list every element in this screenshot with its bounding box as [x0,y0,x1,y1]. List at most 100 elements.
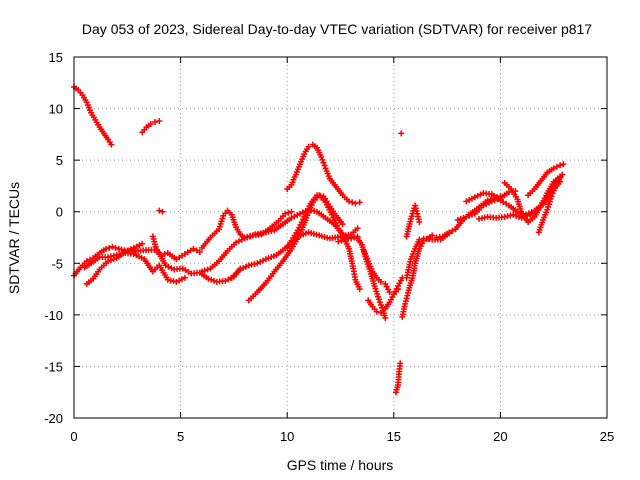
data-point-trace [341,194,350,203]
data-point-trace [107,252,117,260]
data-point [352,200,359,207]
data-point-trace [372,285,382,300]
data-point [378,278,385,285]
data-point [416,219,423,226]
data-point-trace [525,209,535,217]
data-point-trace [167,277,177,285]
data-point [354,225,361,232]
data-point-trace [539,192,550,207]
data-point-trace [316,210,327,220]
data-point-trace [467,209,476,217]
data-point-trace [539,171,549,182]
data-point [147,121,154,128]
data-points [71,83,567,396]
data-point-trace [549,184,558,197]
x-tick-label: 20 [493,429,507,444]
data-point [386,289,393,296]
data-point-trace [191,269,200,277]
data-point-trace [102,132,110,141]
data-point [446,230,453,237]
data-point-trace [115,250,127,260]
data-point-trace [466,195,475,204]
data-point [198,268,205,275]
series-arc-18 [398,130,405,137]
data-point-trace [483,199,493,208]
data-point-trace [86,256,93,263]
data-point-trace [200,236,212,249]
data-point-trace [349,199,356,206]
data-point-trace [184,247,194,256]
data-point-trace [553,163,560,170]
data-point-trace [545,181,556,194]
data-point [548,193,555,200]
data-point-trace [254,229,267,237]
data-point-trace [230,268,242,279]
data-point-trace [503,181,512,190]
series-arc-13 [284,141,363,207]
data-point-trace [457,214,467,222]
data-point [395,286,402,293]
data-point-trace [244,232,256,241]
data-point-trace [387,293,396,303]
data-point-trace [324,216,335,226]
data-point-trace [466,211,475,219]
data-point-trace [473,204,485,215]
data-point-trace [323,167,332,180]
data-point [454,216,461,223]
data-point-trace [439,231,451,242]
data-point-trace [148,246,158,253]
data-point [109,243,116,250]
data-point-trace [500,199,510,207]
data-point [373,308,380,315]
data-point-trace [290,229,300,242]
data-point-trace [449,227,456,234]
data-point-trace [309,194,319,205]
data-point-trace [350,227,359,236]
data-point-trace [137,247,149,254]
data-point-trace [247,291,259,302]
data-point-trace [92,251,101,260]
data-point-trace [299,208,309,216]
data-point-trace [216,278,226,285]
data-point [181,274,188,281]
data-point [105,258,112,265]
data-point-trace [308,230,320,238]
y-tick-label: -20 [44,411,63,426]
data-point-trace [541,209,550,221]
data-point-trace [366,260,375,272]
data-point [196,248,203,255]
data-point-trace [229,214,239,228]
data-point [152,118,159,125]
series-arc-21 [403,202,423,240]
x-tick-label: 10 [280,429,294,444]
data-point-trace [98,126,106,135]
data-point-trace [83,261,92,270]
data-point [156,207,163,214]
series-arc-17 [392,360,404,396]
data-point-trace [491,192,502,202]
data-point-trace [265,227,275,235]
data-point-trace [72,266,82,277]
data-point-trace [350,268,358,280]
data-point-trace [370,270,379,279]
y-tick-label: 10 [49,102,63,117]
data-point [288,208,295,215]
data-point-trace [396,363,403,372]
data-point-trace [334,186,345,197]
data-point-trace [383,283,392,293]
data-point-trace [509,188,519,200]
data-point-trace [208,276,218,284]
data-point-trace [323,201,334,216]
data-point [108,141,115,148]
data-point-trace [495,214,505,221]
data-point-trace [351,234,358,241]
data-point-trace [285,240,294,249]
data-point [305,143,312,150]
data-point-trace [157,264,170,281]
series-arc-27 [525,161,567,199]
data-point-trace [318,233,331,241]
data-point-trace [338,237,345,244]
data-point [382,314,389,321]
data-point [139,240,146,247]
data-point-trace [234,226,242,235]
